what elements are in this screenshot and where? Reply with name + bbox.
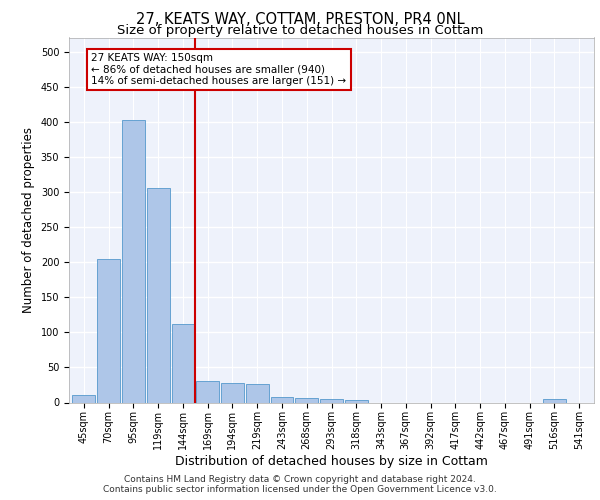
Text: 27, KEATS WAY, COTTAM, PRESTON, PR4 0NL: 27, KEATS WAY, COTTAM, PRESTON, PR4 0NL: [136, 12, 464, 28]
Bar: [345, 400, 368, 402]
Bar: [97, 258, 120, 402]
Bar: [196, 382, 219, 402]
X-axis label: Distribution of detached houses by size in Cottam: Distribution of detached houses by size …: [175, 455, 488, 468]
Text: Size of property relative to detached houses in Cottam: Size of property relative to detached ho…: [117, 24, 483, 37]
Bar: [543, 399, 566, 402]
Bar: [122, 120, 145, 403]
Bar: [246, 384, 269, 402]
Bar: [295, 398, 318, 402]
Bar: [221, 383, 244, 402]
Bar: [320, 399, 343, 402]
Bar: [147, 188, 170, 402]
Text: Contains HM Land Registry data © Crown copyright and database right 2024.
Contai: Contains HM Land Registry data © Crown c…: [103, 474, 497, 494]
Bar: [271, 397, 293, 402]
Bar: [172, 324, 194, 402]
Text: 27 KEATS WAY: 150sqm
← 86% of detached houses are smaller (940)
14% of semi-deta: 27 KEATS WAY: 150sqm ← 86% of detached h…: [91, 53, 346, 86]
Y-axis label: Number of detached properties: Number of detached properties: [22, 127, 35, 313]
Bar: [73, 396, 95, 402]
